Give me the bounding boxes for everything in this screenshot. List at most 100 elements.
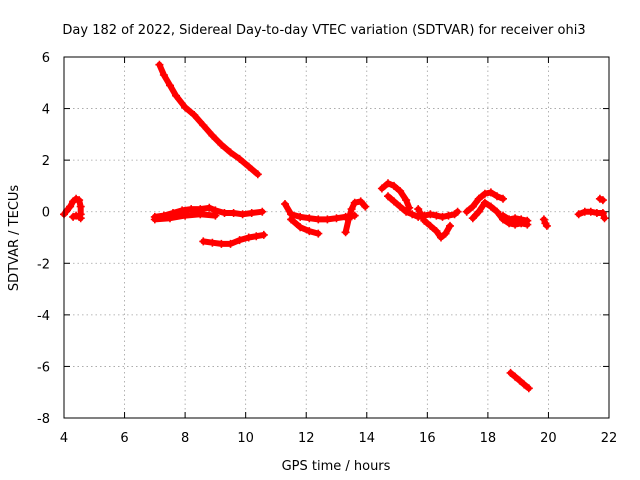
data-point-marker	[486, 202, 495, 211]
data-point-marker	[76, 202, 85, 211]
data-point-marker	[247, 209, 256, 217]
data-point-marker	[75, 196, 84, 205]
data-point-marker	[468, 202, 477, 211]
x-axis-label: GPS time / hours	[282, 459, 391, 474]
data-point-marker	[523, 216, 532, 225]
data-point-marker	[598, 209, 607, 217]
y-tick-label: 4	[42, 103, 50, 118]
data-arc-line	[288, 216, 322, 237]
plot-frame	[63, 56, 610, 419]
data-arc-arc-5	[150, 210, 220, 224]
data-point-marker	[542, 221, 551, 230]
data-point-marker	[341, 228, 350, 237]
data-point-marker	[511, 372, 520, 381]
data-point-marker	[586, 207, 595, 216]
data-point-marker	[384, 179, 392, 188]
y-tick-label: 6	[42, 51, 50, 66]
data-point-marker	[499, 211, 507, 220]
data-arc-arc-17	[574, 207, 609, 223]
data-point-marker	[390, 181, 398, 190]
data-point-marker	[438, 212, 447, 221]
data-point-marker	[520, 380, 529, 389]
data-point-marker	[296, 212, 305, 221]
x-tick-label: 14	[359, 431, 376, 446]
data-point-marker	[75, 212, 84, 221]
data-point-marker	[377, 184, 386, 193]
data-point-marker	[350, 198, 359, 207]
data-arc-arc-15	[499, 211, 532, 225]
data-point-marker	[296, 223, 305, 232]
y-tick-label: 0	[42, 206, 50, 221]
data-point-marker	[468, 214, 477, 223]
data-arc-arc-6	[199, 230, 268, 248]
data-point-marker	[199, 121, 208, 130]
data-point-marker	[314, 229, 323, 238]
axis-ticks: 4 6 8 10 12 14 16 18 20 22 -8 -6 -4 -2 0 2 4 6	[37, 51, 617, 446]
data-point-marker	[437, 233, 445, 242]
data-point-marker	[238, 210, 247, 219]
x-tick-label: 18	[480, 431, 497, 446]
data-point-marker	[474, 207, 483, 216]
data-point-marker	[414, 205, 423, 214]
data-point-marker	[172, 91, 180, 100]
data-point-marker	[196, 210, 205, 219]
data-point-marker	[76, 214, 85, 223]
data-point-marker	[281, 200, 289, 208]
data-point-marker	[226, 239, 235, 248]
x-tick-label: 12	[298, 431, 315, 446]
data-arc-arc-2	[69, 211, 85, 223]
y-tick-label: -4	[37, 309, 50, 324]
data-arc-arc-9	[341, 197, 370, 237]
data-arc-arc-19	[506, 368, 533, 393]
data-point-marker	[441, 229, 450, 238]
data-point-marker	[253, 170, 262, 179]
data-point-marker	[305, 227, 314, 236]
x-tick-label: 10	[237, 431, 254, 446]
data-point-marker	[244, 233, 253, 242]
data-point-marker	[426, 210, 435, 219]
y-tick-label: -8	[37, 412, 50, 427]
data-point-marker	[493, 207, 501, 216]
data-point-marker	[235, 154, 244, 163]
data-point-marker	[524, 384, 533, 393]
data-point-marker	[444, 211, 453, 220]
data-point-marker	[208, 131, 217, 140]
data-point-marker	[252, 232, 261, 241]
data-point-marker	[205, 203, 214, 212]
data-arc-arc-16	[539, 215, 551, 230]
data-point-marker	[515, 376, 524, 385]
data-point-marker	[600, 214, 609, 223]
x-tick-label: 8	[181, 431, 189, 446]
data-point-marker	[217, 140, 226, 149]
data-arc-arc-10	[377, 179, 414, 212]
data-point-marker	[426, 221, 435, 230]
data-point-marker	[314, 215, 323, 224]
data-point-marker	[480, 189, 489, 198]
data-point-marker	[166, 214, 174, 223]
data-point-marker	[159, 71, 168, 79]
y-tick-label: -6	[37, 360, 50, 375]
data-point-marker	[287, 215, 296, 224]
data-arc-arc-4	[150, 203, 267, 221]
data-point-marker	[332, 214, 341, 223]
data-point-marker	[244, 162, 253, 171]
data-point-marker	[539, 215, 548, 224]
data-point-marker	[190, 111, 199, 119]
data-point-marker	[511, 214, 520, 223]
data-point-marker	[347, 205, 356, 214]
data-arc-arc-18	[595, 194, 607, 205]
data-point-marker	[505, 215, 514, 224]
data-point-marker	[178, 206, 187, 215]
data-point-marker	[361, 202, 370, 211]
data-point-marker	[166, 81, 174, 90]
data-point-marker	[259, 230, 268, 239]
data-point-marker	[199, 237, 208, 246]
data-point-marker	[396, 187, 405, 196]
data-point-marker	[420, 216, 429, 225]
data-point-marker	[258, 207, 267, 216]
data-point-marker	[226, 148, 235, 157]
data-point-marker	[574, 210, 583, 219]
data-point-marker	[396, 202, 405, 211]
data-arc-line	[156, 61, 261, 178]
